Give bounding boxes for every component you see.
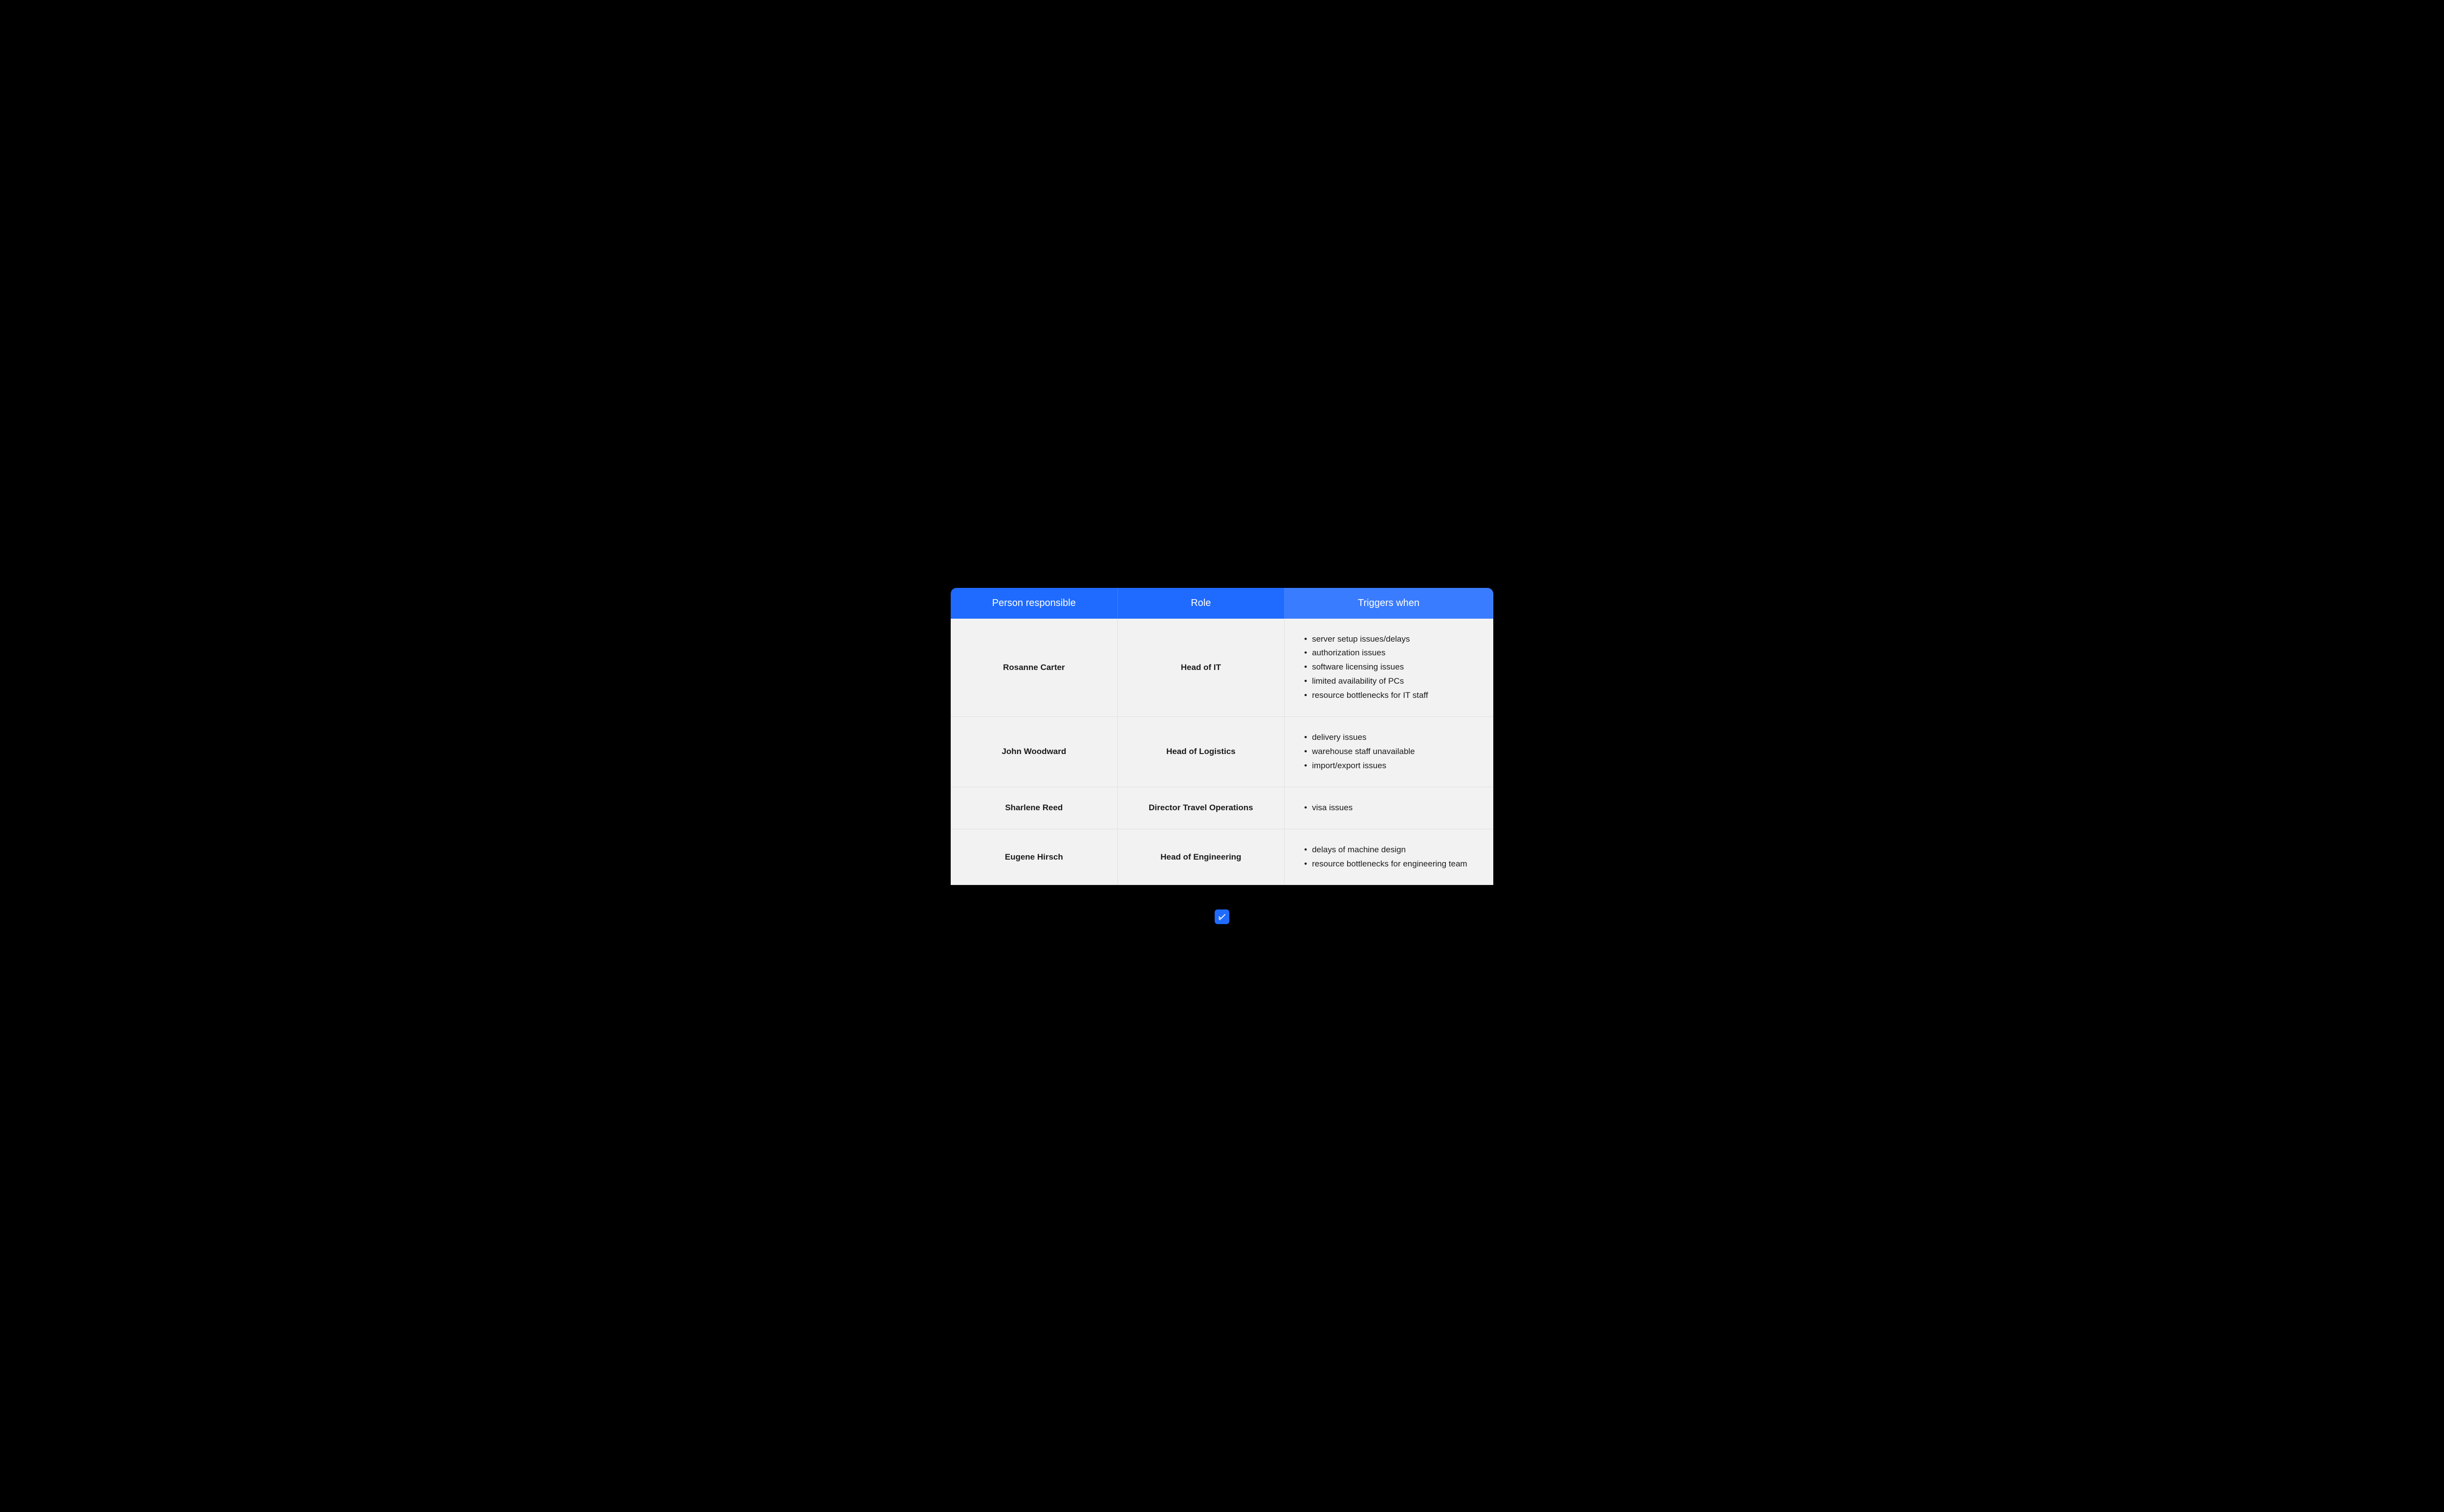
- trigger-list: visa issues: [1304, 801, 1474, 815]
- trigger-item: warehouse staff unavailable: [1304, 745, 1474, 759]
- table-cell-person: Sharlene Reed: [951, 787, 1118, 829]
- table-cell-triggers: delays of machine designresource bottlen…: [1285, 829, 1493, 886]
- table-cell-role: Head of Engineering: [1118, 829, 1285, 886]
- table-header-role: Role: [1118, 588, 1285, 619]
- responsibility-table: Person responsibleRoleTriggers when Rosan…: [951, 588, 1493, 886]
- trigger-item: import/export issues: [1304, 759, 1474, 773]
- trigger-list: server setup issues/delaysauthorization …: [1304, 632, 1474, 703]
- trigger-item: visa issues: [1304, 801, 1474, 815]
- table-cell-triggers: visa issues: [1285, 787, 1493, 829]
- trigger-item: delays of machine design: [1304, 843, 1474, 857]
- table-cell-person: Rosanne Carter: [951, 619, 1118, 717]
- trigger-item: software licensing issues: [1304, 660, 1474, 674]
- trigger-list: delays of machine designresource bottlen…: [1304, 843, 1474, 871]
- trigger-item: authorization issues: [1304, 646, 1474, 660]
- table-cell-person: Eugene Hirsch: [951, 829, 1118, 886]
- table-cell-role: Head of IT: [1118, 619, 1285, 717]
- table-cell-person: John Woodward: [951, 717, 1118, 787]
- trigger-item: resource bottlenecks for engineering tea…: [1304, 857, 1474, 871]
- trigger-item: resource bottlenecks for IT staff: [1304, 689, 1474, 703]
- trigger-item: server setup issues/delays: [1304, 632, 1474, 647]
- table-header-person-responsible: Person responsible: [951, 588, 1118, 619]
- trigger-item: limited availability of PCs: [1304, 674, 1474, 689]
- trigger-item: delivery issues: [1304, 731, 1474, 745]
- table-cell-role: Director Travel Operations: [1118, 787, 1285, 829]
- table-cell-triggers: delivery issueswarehouse staff unavailab…: [1285, 717, 1493, 787]
- table-cell-role: Head of Logistics: [1118, 717, 1285, 787]
- table-cell-triggers: server setup issues/delaysauthorization …: [1285, 619, 1493, 717]
- table-header-triggers-when: Triggers when: [1285, 588, 1493, 619]
- brand-logo-icon: [1215, 909, 1229, 924]
- trigger-list: delivery issueswarehouse staff unavailab…: [1304, 731, 1474, 773]
